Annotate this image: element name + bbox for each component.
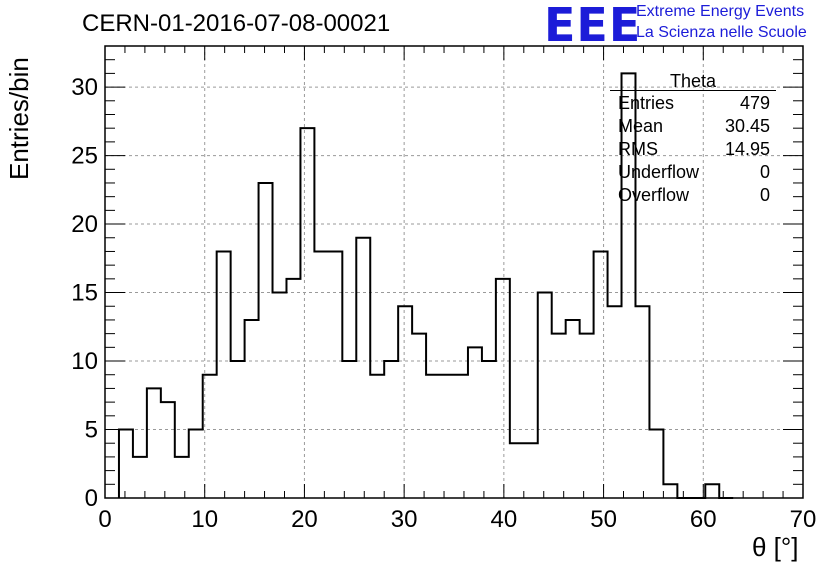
histogram-step-line [117, 72, 734, 499]
x-tick-label: 70 [790, 506, 817, 533]
x-tick-label: 60 [690, 506, 717, 533]
axis-ticks [104, 45, 804, 499]
y-axis-label: Entries/bin [4, 57, 34, 180]
stats-row-mean: Mean 30.45 [610, 115, 776, 138]
stats-label: Underflow [618, 162, 700, 182]
stats-label: Entries [618, 93, 675, 113]
stats-label: Mean [618, 116, 664, 136]
eee-logo-mark: EEE [544, 0, 642, 52]
plot-frame [104, 45, 804, 499]
y-tick-label: 10 [71, 348, 98, 375]
y-tick-label: 15 [71, 280, 98, 307]
stats-title: Theta [610, 70, 776, 91]
stats-value: 14.95 [724, 139, 770, 159]
y-tick-label: 30 [71, 74, 98, 101]
x-axis-label: θ [°] [752, 532, 799, 562]
y-tick-label: 20 [71, 211, 98, 238]
x-tick-label: 30 [391, 506, 418, 533]
stats-row-rms: RMS 14.95 [610, 138, 776, 161]
y-tick-label: 5 [85, 417, 98, 444]
stats-row-entries: Entries 479 [610, 92, 776, 115]
x-tick-labels: 0 10 20 30 40 50 60 70 [98, 506, 816, 533]
stats-label: RMS [618, 139, 658, 159]
x-tick-label: 50 [590, 506, 617, 533]
stats-row-underflow: Underflow 0 [610, 161, 776, 184]
stats-value: 0 [759, 162, 770, 182]
stats-value: 479 [739, 93, 770, 113]
logo-line-1: Extreme Energy Events [636, 3, 805, 20]
grid-lines [105, 46, 803, 498]
stats-value: 30.45 [724, 116, 770, 136]
x-tick-label: 40 [491, 506, 518, 533]
stats-box: Theta Entries 479 Mean 30.45 RMS 14.95 U… [610, 70, 776, 207]
logo-line-2: La Scienza nelle Scuole [636, 24, 807, 41]
stats-value: 0 [759, 185, 770, 205]
y-tick-labels: 0 5 10 15 20 25 30 [71, 74, 98, 512]
x-tick-label: 0 [98, 506, 111, 533]
x-tick-label: 10 [191, 506, 218, 533]
run-title: CERN-01-2016-07-08-00021 [82, 10, 391, 37]
y-tick-label: 0 [85, 485, 98, 512]
x-tick-label: 20 [291, 506, 318, 533]
stats-label: Overflow [618, 185, 690, 205]
stats-row-overflow: Overflow 0 [610, 184, 776, 207]
y-tick-label: 25 [71, 143, 98, 170]
